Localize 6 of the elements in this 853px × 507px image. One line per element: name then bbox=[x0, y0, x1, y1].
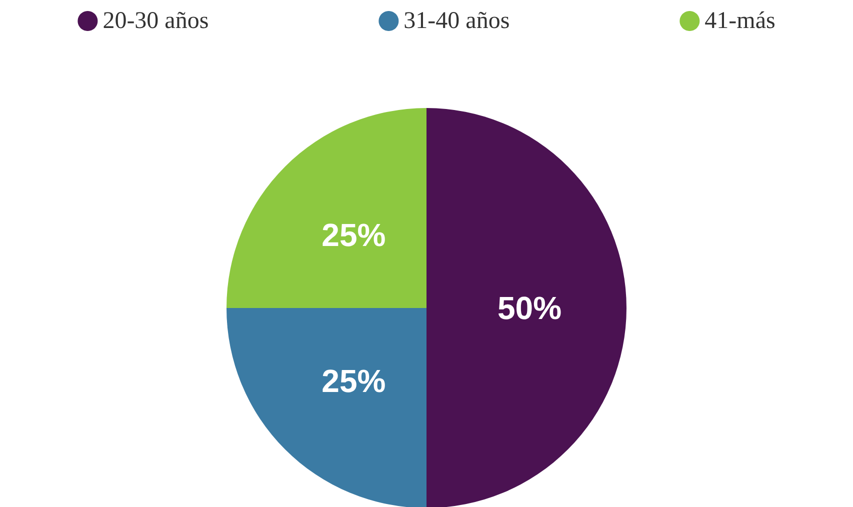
legend-label: 20-30 años bbox=[102, 8, 209, 34]
data-label: 25% bbox=[322, 217, 386, 254]
data-label: 50% bbox=[497, 290, 562, 326]
data-label: 25% bbox=[322, 362, 386, 399]
legend-label: 41-más bbox=[704, 8, 776, 34]
legend-label: 31-40 años bbox=[404, 8, 510, 34]
